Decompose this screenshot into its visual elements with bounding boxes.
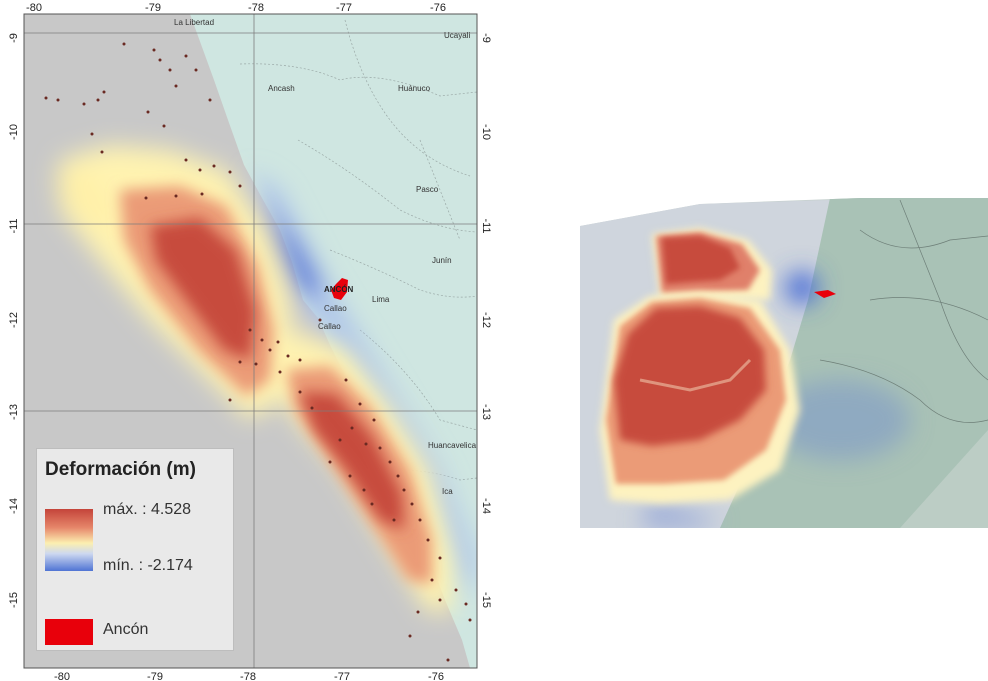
city-label-callao: Callao bbox=[318, 322, 341, 331]
region-label: La Libertad bbox=[174, 18, 214, 27]
3d-subsidence-blue bbox=[640, 272, 910, 528]
tick-lat-right: -15 bbox=[480, 592, 492, 608]
graticule bbox=[24, 14, 477, 668]
tick-lat-left: -15 bbox=[8, 592, 20, 608]
tick-lon-bottom: -80 bbox=[54, 671, 70, 681]
city-label-callao: Callao bbox=[324, 304, 347, 313]
tick-lat-left: -13 bbox=[8, 404, 20, 420]
region-label: Huancavelica bbox=[428, 441, 477, 450]
deformation-3d-view bbox=[580, 198, 988, 528]
deformation-map bbox=[24, 14, 477, 668]
tick-lat-left: -10 bbox=[8, 124, 20, 140]
tick-lat-right: -14 bbox=[480, 498, 492, 514]
legend-ancon-label: Ancón bbox=[103, 621, 149, 638]
map-frame bbox=[23, 13, 478, 669]
tick-lat-right: -12 bbox=[480, 312, 492, 328]
uplift-red-core bbox=[150, 218, 404, 530]
place-labels: La Libertad Ucayali Ancash Huánuco Pasco… bbox=[174, 18, 477, 496]
region-label: Ica bbox=[442, 487, 453, 496]
tick-lat-left: -9 bbox=[8, 33, 20, 43]
tick-lat-left: -11 bbox=[8, 218, 20, 233]
3d-uplift-lobes bbox=[600, 228, 800, 504]
region-label: Ucayali bbox=[444, 31, 470, 40]
tick-lat-left: -14 bbox=[8, 498, 20, 514]
tick-lon-top: -80 bbox=[26, 2, 42, 14]
tick-lon-bottom: -79 bbox=[147, 671, 163, 681]
legend-max-label: máx. : 4.528 bbox=[103, 501, 192, 518]
tick-lat-right: -9 bbox=[480, 33, 492, 43]
tick-lon-bottom: -78 bbox=[240, 671, 256, 681]
tick-lon-bottom: -76 bbox=[428, 671, 444, 681]
3d-region-boundaries bbox=[819, 199, 988, 423]
3d-land-overlay bbox=[900, 430, 988, 528]
tick-lon-top: -78 bbox=[248, 2, 264, 14]
3d-ancon-area bbox=[814, 290, 836, 298]
region-label: Lima bbox=[372, 295, 390, 304]
region-label: Junín bbox=[432, 256, 452, 265]
lon-ticks-top: -80 -79 -78 -77 -76 bbox=[26, 2, 446, 14]
legend-title: Deformación (m) bbox=[45, 459, 196, 480]
tick-lat-right: -13 bbox=[480, 404, 492, 420]
tick-lon-top: -79 bbox=[145, 2, 161, 14]
map-legend: Deformación (m) máx. : 4.528 mín. : -2.1… bbox=[36, 448, 234, 651]
lat-ticks-right: -9 -10 -11 -12 -13 -14 -15 bbox=[480, 33, 492, 608]
tick-lat-right: -11 bbox=[480, 218, 492, 233]
region-label: Pasco bbox=[416, 185, 439, 194]
region-label: Huánuco bbox=[398, 84, 431, 93]
legend-ancon-swatch bbox=[45, 619, 93, 645]
lon-ticks-bottom: -80 -79 -78 -77 -76 bbox=[54, 671, 444, 681]
lat-ticks-left: -9 -10 -11 -12 -13 -14 -15 bbox=[8, 33, 20, 608]
legend-color-ramp bbox=[45, 509, 93, 571]
tick-lat-right: -10 bbox=[480, 124, 492, 140]
tick-lon-top: -77 bbox=[336, 2, 352, 14]
tick-lon-bottom: -77 bbox=[334, 671, 350, 681]
region-label: Ancash bbox=[268, 84, 295, 93]
tick-lon-top: -76 bbox=[430, 2, 446, 14]
epicenter-points bbox=[44, 42, 472, 662]
tick-lat-left: -12 bbox=[8, 312, 20, 328]
city-label-ancon: ANCÓN bbox=[324, 285, 354, 294]
legend-min-label: mín. : -2.174 bbox=[103, 557, 193, 574]
ancon-area bbox=[331, 278, 348, 300]
